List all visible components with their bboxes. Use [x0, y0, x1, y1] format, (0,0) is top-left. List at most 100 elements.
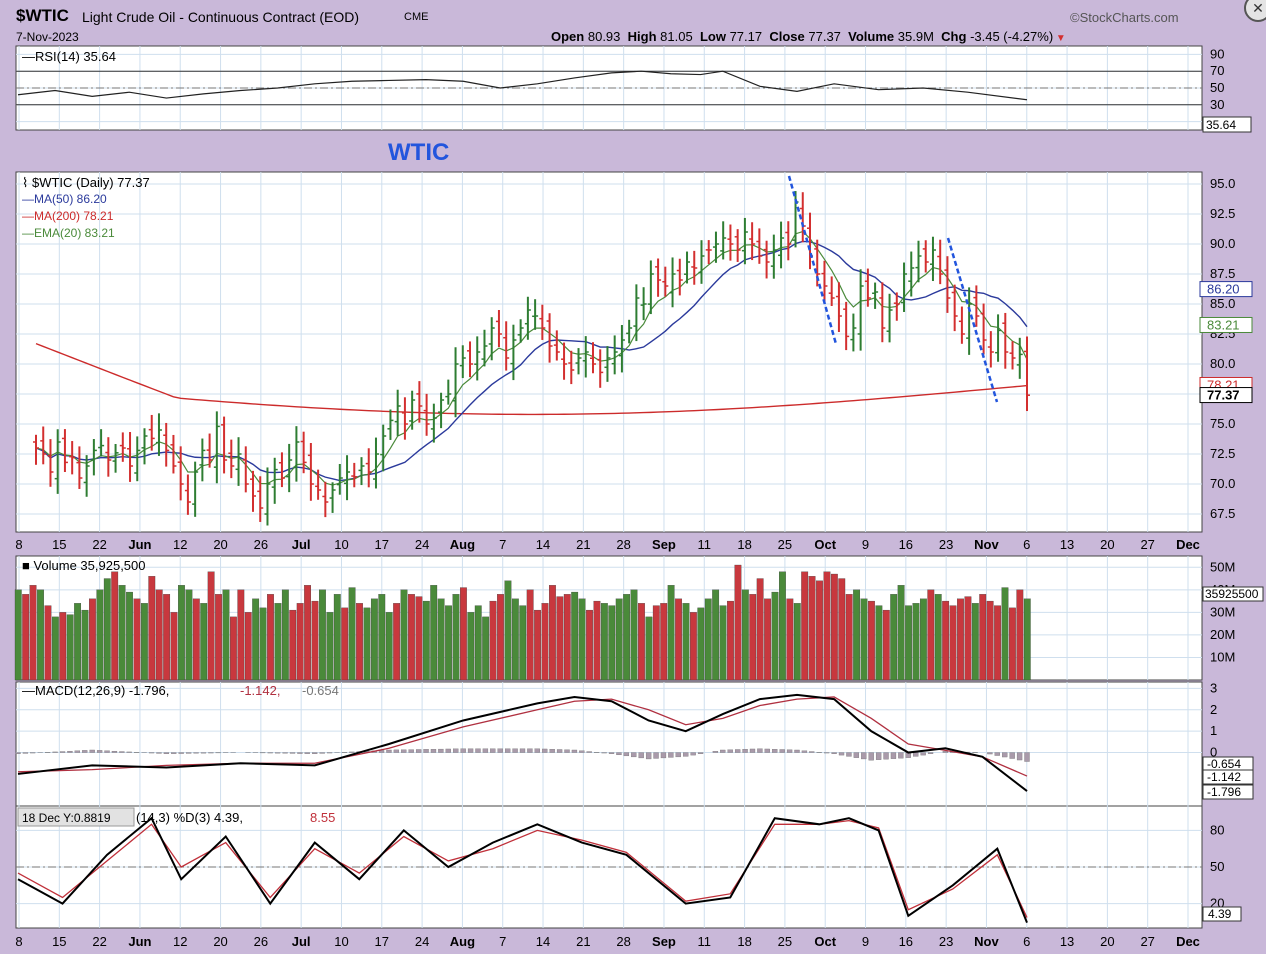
- y-tick-label: 90.0: [1210, 236, 1235, 251]
- volume-bar: [51, 616, 59, 681]
- macd-histogram-bar: [453, 748, 459, 753]
- y-tick-label: 70.0: [1210, 476, 1235, 491]
- macd-histogram-bar: [156, 752, 162, 754]
- macd-histogram-bar: [683, 752, 689, 757]
- macd-histogram-bar: [408, 749, 414, 753]
- ma50-line: [35, 240, 1028, 482]
- x-tick-label: 9: [862, 934, 869, 949]
- volume-bar: [319, 589, 326, 681]
- volume-bar: [393, 603, 401, 681]
- y-tick-label: 2: [1210, 702, 1217, 717]
- down-arrow-icon: ▼: [1053, 33, 1066, 44]
- x-tick-label: 27: [1140, 537, 1154, 552]
- y-tick-label: 95.0: [1210, 176, 1235, 191]
- macd-histogram-bar: [1002, 752, 1008, 758]
- stoch-last-value: 4.39: [1208, 907, 1232, 921]
- volume-bar: [764, 598, 771, 681]
- volume-bar: [467, 612, 475, 681]
- volume-bar: [697, 607, 705, 681]
- x-tick-label: 18: [737, 934, 751, 949]
- volume-bar: [452, 594, 460, 681]
- y-tick-label: 72.5: [1210, 446, 1235, 461]
- x-tick-label: 15: [52, 537, 66, 552]
- macd-histogram-bar: [994, 752, 1000, 756]
- macd-histogram-bar: [579, 750, 585, 753]
- x-tick-label: Nov: [974, 934, 999, 949]
- x-tick-label: 21: [576, 537, 590, 552]
- volume-bar: [118, 585, 126, 681]
- trendline-annotation: [787, 175, 838, 345]
- macd-hist-value: -0.654: [302, 683, 339, 698]
- volume-bar: [919, 598, 927, 681]
- x-tick-label: 20: [213, 934, 227, 949]
- volume-bar: [890, 594, 898, 681]
- x-tick-label: 24: [415, 934, 429, 949]
- volume-bar: [875, 605, 883, 681]
- ema20-line: [35, 230, 1028, 486]
- macd-histogram-bar: [163, 752, 170, 754]
- volume-value-box: [1202, 586, 1264, 602]
- volume-legend: ■ Volume 35,925,500: [22, 558, 146, 573]
- macd-histogram-bar: [185, 752, 192, 754]
- y-tick-label: 85.0: [1210, 296, 1235, 311]
- macd-histogram-bar: [96, 750, 103, 753]
- macd-histogram-bar: [824, 752, 830, 754]
- volume-bar: [719, 605, 727, 681]
- volume-bar: [727, 600, 734, 681]
- volume-bar: [927, 589, 935, 681]
- macd-histogram-bar: [883, 752, 889, 760]
- volume-bar: [66, 614, 74, 681]
- volume-bar: [756, 578, 764, 681]
- brand-logo[interactable]: ©StockCharts.com: [1070, 10, 1179, 25]
- volume-bar: [949, 605, 957, 681]
- macd-histogram-bar: [445, 748, 451, 753]
- x-tick-label: 7: [499, 537, 506, 552]
- volume-bar: [830, 573, 838, 681]
- macd-histogram-bar: [104, 750, 110, 753]
- volume-bar: [549, 585, 556, 681]
- trendline-annotation: [946, 237, 999, 403]
- volume-bar: [207, 571, 215, 681]
- volume-bar: [274, 603, 282, 681]
- macd-histogram-bar: [571, 749, 578, 753]
- x-tick-label: Oct: [814, 537, 836, 552]
- macd-histogram-bar: [193, 752, 199, 754]
- low-value: 77.17: [729, 29, 763, 44]
- volume-bar: [215, 594, 222, 681]
- volume-bar: [734, 564, 742, 681]
- low-label: Low: [699, 29, 726, 44]
- volume-bar: [44, 605, 52, 681]
- volume-bar: [37, 589, 44, 681]
- volume-bar: [267, 594, 274, 681]
- macd-histogram-bar: [304, 752, 310, 754]
- x-tick-label: 18: [737, 537, 751, 552]
- x-tick-label: 23: [939, 537, 953, 552]
- volume-bar: [771, 591, 779, 681]
- y-tick-label: 50: [1210, 80, 1224, 95]
- y-tick-label: 1: [1210, 723, 1217, 738]
- high-label: High: [627, 29, 657, 44]
- panel-macd: [15, 681, 1203, 807]
- volume-bar: [497, 594, 504, 681]
- volume-bar: [942, 600, 950, 681]
- price-legend: ⌇ $WTIC (Daily) 77.37: [22, 175, 150, 190]
- macd-histogram-bar: [430, 749, 437, 753]
- macd-histogram-bar: [512, 748, 518, 753]
- macd-histogram-bar: [30, 752, 36, 754]
- close-icon[interactable]: ✕: [1244, 0, 1266, 22]
- volume-bar: [133, 598, 141, 681]
- x-tick-label: 7: [499, 934, 506, 949]
- rsi-legend: —RSI(14) 35.64: [22, 49, 116, 64]
- volume-value: 35.9M: [897, 29, 934, 44]
- macd-histogram-bar: [148, 752, 155, 754]
- volume-last-value: 35925500: [1205, 587, 1259, 601]
- volume-bar: [593, 600, 601, 681]
- macd-histogram-bar: [126, 751, 132, 753]
- macd-histogram-bar: [875, 752, 882, 760]
- macd-histogram-bar: [282, 752, 288, 754]
- x-tick-label: 17: [375, 537, 389, 552]
- y-tick-label: 10M: [1210, 649, 1235, 664]
- x-tick-label: 22: [92, 934, 106, 949]
- volume-bar: [1009, 607, 1016, 681]
